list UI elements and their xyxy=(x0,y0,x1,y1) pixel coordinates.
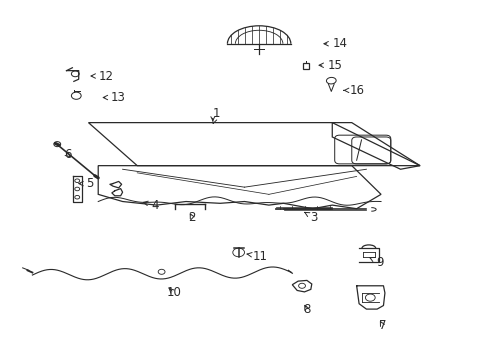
Text: 12: 12 xyxy=(91,69,113,82)
Text: 16: 16 xyxy=(343,84,364,97)
Text: 15: 15 xyxy=(318,59,342,72)
Text: 9: 9 xyxy=(369,256,383,269)
Text: 10: 10 xyxy=(166,287,181,300)
Text: 3: 3 xyxy=(304,211,317,224)
Text: 6: 6 xyxy=(64,148,71,161)
Text: 5: 5 xyxy=(79,177,93,190)
Text: 2: 2 xyxy=(188,211,196,224)
Text: 7: 7 xyxy=(378,319,386,332)
Text: 8: 8 xyxy=(303,303,310,316)
Text: 13: 13 xyxy=(103,91,125,104)
Text: 4: 4 xyxy=(143,199,159,212)
Text: 1: 1 xyxy=(212,107,220,123)
Text: 14: 14 xyxy=(323,37,346,50)
Text: 11: 11 xyxy=(246,249,267,262)
